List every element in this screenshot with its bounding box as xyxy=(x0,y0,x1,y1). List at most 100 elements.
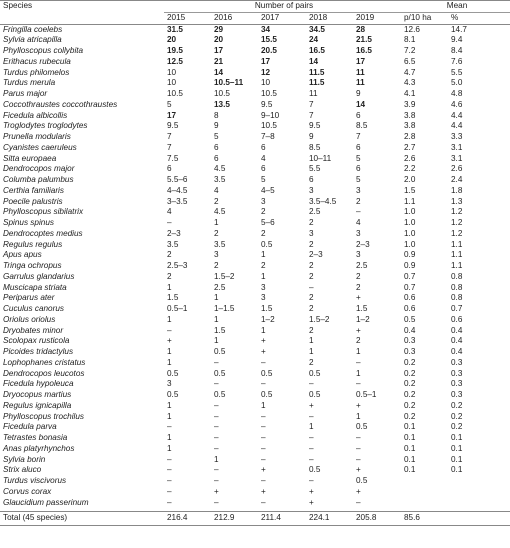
cell: 0.7 xyxy=(404,282,416,292)
cell: 0.2 xyxy=(451,411,463,421)
cell: 0.5 xyxy=(167,368,179,378)
cell: 0.2 xyxy=(404,357,416,367)
cell: – xyxy=(214,497,219,507)
cell: 1.0 xyxy=(404,228,416,238)
cell: 1.2 xyxy=(451,207,463,217)
species-table: Species Number of pairs Mean 2015 2016 201… xyxy=(0,0,510,527)
cell: 6 xyxy=(356,110,361,120)
cell: 6 xyxy=(261,164,266,174)
cell: 8.5 xyxy=(309,142,321,152)
cell: 10.5 xyxy=(214,89,230,98)
table-row: Poecile palustris 3–3.5 2 3 3.5–4.5 2 1.1 1.3 xyxy=(0,197,510,208)
cell: 1.1 xyxy=(404,196,416,206)
cell: 1.5–2 xyxy=(214,271,235,281)
cell: 3.5 xyxy=(214,239,226,249)
cell: 4 xyxy=(261,153,266,163)
cell: 11 xyxy=(309,89,318,98)
cell: 2 xyxy=(261,261,266,270)
cell: 9.4 xyxy=(451,35,463,45)
empty-cell xyxy=(448,487,510,498)
cell: 0.1 xyxy=(404,433,416,442)
cell: 1 xyxy=(167,347,172,356)
cell: 1 xyxy=(214,314,219,324)
cell: 4.5 xyxy=(214,164,226,174)
cell: 0.5 xyxy=(404,314,416,324)
cell: – xyxy=(214,433,219,442)
species-name: Scolopax rusticola xyxy=(3,336,70,346)
species-name: Glaucidium passerinum xyxy=(3,497,89,507)
table-row: Dendrocopos leucotos 0.5 0.5 0.5 0.5 1 0.2 0.3 xyxy=(0,369,510,380)
mean-col-header: p/10 ha xyxy=(401,12,448,25)
cell: 17 xyxy=(214,46,224,55)
cell: 4.8 xyxy=(451,89,463,98)
cell: 1 xyxy=(167,433,172,442)
cell: 2.8 xyxy=(404,132,416,141)
table-row: Ficedula parva – – – 1 0.5 0.1 0.2 xyxy=(0,422,510,433)
table-row: Oriolus oriolus 1 1 1–2 1.5–2 1–2 0.5 0.6 xyxy=(0,315,510,326)
species-name: Poecile palustris xyxy=(3,196,63,206)
table-row: Phylloscopus collybita 19.5 17 20.5 16.5 16.5… xyxy=(0,46,510,57)
cell: 20 xyxy=(167,35,177,45)
cell: 14 xyxy=(309,56,319,66)
species-name: Apus apus xyxy=(3,250,42,260)
cell: 216.4 xyxy=(164,511,211,527)
cell: 0.1 xyxy=(451,443,463,453)
cell: 12 xyxy=(261,67,271,77)
cell: – xyxy=(309,454,314,464)
cell: 4.4 xyxy=(451,110,463,120)
cell: 85.6 xyxy=(401,511,448,527)
cell: – xyxy=(214,379,219,389)
cell: – xyxy=(356,454,361,464)
cell: + xyxy=(356,325,361,335)
cell: 21.5 xyxy=(356,35,372,45)
cell: – xyxy=(261,433,266,442)
cell: 1.8 xyxy=(451,185,463,195)
table-row: Corvus corax – + + + + xyxy=(0,487,510,498)
cell: 0.5 xyxy=(309,390,321,399)
species-name: Corvus corax xyxy=(3,486,52,496)
pairs-header: Number of pairs xyxy=(164,0,401,13)
cell: 3 xyxy=(356,250,361,260)
cell: – xyxy=(167,497,172,507)
cell: 4.5 xyxy=(214,207,226,217)
cell: 8.5 xyxy=(356,121,368,131)
cell: 1 xyxy=(167,443,172,453)
cell: 2 xyxy=(261,207,266,217)
table-row: Cuculus canorus 0.5–1 1–1.5 1.5 2 1.5 0.6 0.7 xyxy=(0,304,510,315)
cell: 0.5 xyxy=(261,390,273,399)
cell: 1 xyxy=(261,325,266,335)
cell: 20.5 xyxy=(261,46,277,55)
cell: 8 xyxy=(214,110,219,120)
cell: 0.4 xyxy=(451,347,463,356)
cell: – xyxy=(261,497,266,507)
cell: 10 xyxy=(167,78,177,88)
cell: 3.8 xyxy=(404,121,416,131)
cell: 1.5 xyxy=(261,304,273,313)
cell: 7 xyxy=(356,132,361,141)
cell: 1 xyxy=(261,400,266,410)
table-row: Anas platyrhynchos 1 – – – – 0.1 0.1 xyxy=(0,444,510,455)
cell: 2 xyxy=(309,218,314,227)
cell: 14.7 xyxy=(451,24,467,34)
species-name: Ficedula hypoleuca xyxy=(3,379,74,389)
cell: 1 xyxy=(309,347,314,356)
table-row: Regulus regulus 3.5 3.5 0.5 2 2–3 1.0 1.1 xyxy=(0,240,510,251)
cell: + xyxy=(309,497,314,507)
cell: – xyxy=(309,433,314,442)
cell: 11.5 xyxy=(309,67,325,77)
cell: 2.7 xyxy=(404,142,416,152)
cell: 0.3 xyxy=(404,347,416,356)
cell: 3.5–4.5 xyxy=(309,196,337,206)
cell: 0.9 xyxy=(404,261,416,270)
table-body: Fringilla coelebs 31.5 29 34 34.5 28 12.6 14.7 S… xyxy=(0,24,510,527)
cell: 3 xyxy=(309,228,314,238)
cell: 13.5 xyxy=(214,99,230,109)
cell: 9.5 xyxy=(261,99,273,109)
cell: 15.5 xyxy=(261,35,277,45)
cell: 1 xyxy=(167,282,172,292)
cell: 17 xyxy=(356,56,366,66)
cell: 2.5 xyxy=(214,282,226,292)
cell: 3 xyxy=(309,185,314,195)
species-name: Lophophanes cristatus xyxy=(3,357,86,367)
